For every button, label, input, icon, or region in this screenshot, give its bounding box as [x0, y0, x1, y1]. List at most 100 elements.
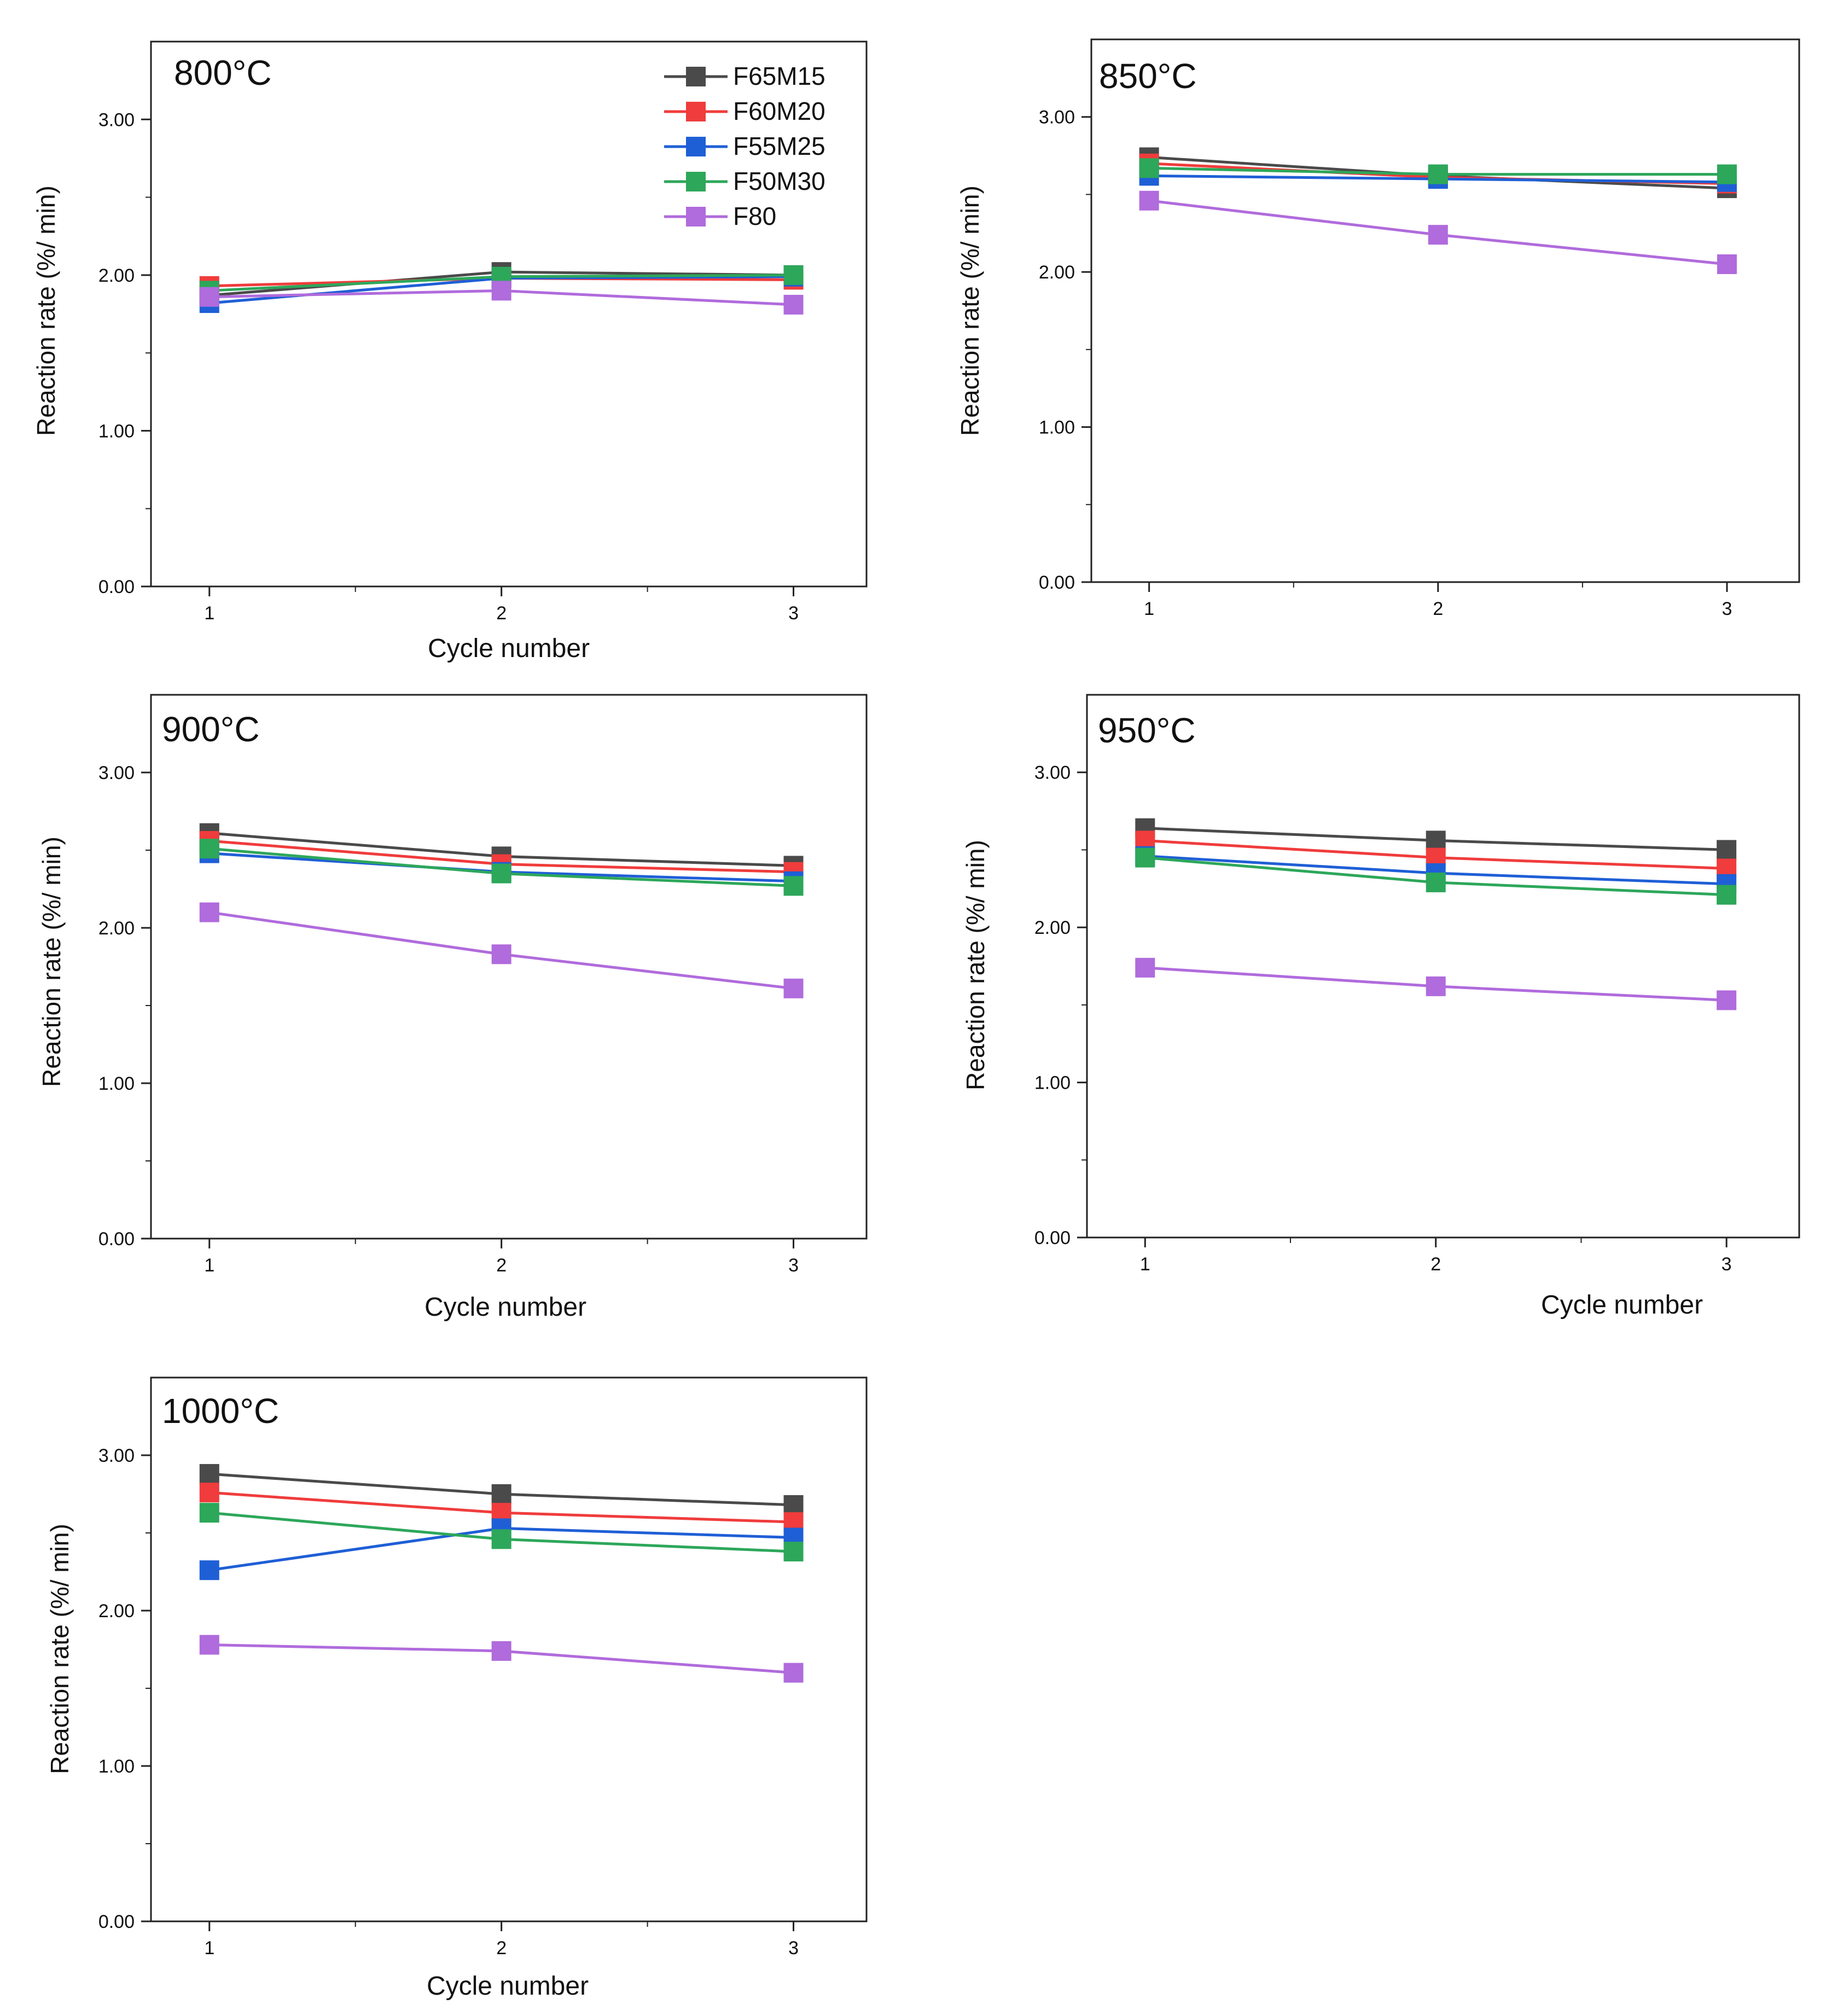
legend-label: F60M20: [733, 97, 825, 125]
y-tick-label: 1.00: [98, 421, 135, 441]
plot-frame: [150, 1376, 868, 1922]
y-tick-label: 3.00: [98, 763, 135, 783]
x-tick-label: 2: [496, 1255, 507, 1276]
x-tick-label: 3: [788, 603, 799, 624]
data-point-f80: [1717, 254, 1737, 274]
data-point-f80: [199, 287, 219, 307]
data-point-f65m15: [491, 1484, 511, 1504]
data-point-f80: [199, 1635, 219, 1655]
x-tick-label: 2: [496, 603, 507, 624]
y-tick-label: 0.00: [98, 577, 135, 597]
data-point-f80: [1135, 957, 1155, 978]
legend-item-f65m15: F65M15: [662, 61, 903, 94]
chart-panel-900c: 0.00 1.00 2.00 3.00 1 2 3 900°C Reaction rate …: [0, 673, 913, 1346]
y-tick-label: 0.00: [1034, 1228, 1071, 1248]
data-point-f65m15: [783, 1495, 804, 1515]
y-axis-label: Reaction rate (%/ min): [956, 185, 984, 436]
legend-item-f60m20: F60M20: [662, 96, 903, 129]
data-point-f80: [783, 1663, 804, 1683]
y-tick-label: 3.00: [98, 109, 135, 130]
y-axis-label: Reaction rate (%/ min): [32, 185, 60, 436]
y-tick-label: 2.00: [98, 918, 135, 939]
x-tick-label: 1: [204, 1255, 214, 1276]
plot-frame: [150, 694, 868, 1240]
panel-title: 850°C: [1099, 56, 1197, 96]
x-tick-label: 3: [788, 1255, 799, 1276]
panel-title: 900°C: [162, 710, 260, 749]
x-tick-label: 2: [1430, 1254, 1441, 1275]
legend-item-f55m25: F55M25: [662, 131, 903, 164]
chart-panel-950c: 0.00 1.00 2.00 3.00 1 2 3 950°C Reaction rate …: [913, 673, 1826, 1346]
legend-swatch: [664, 207, 728, 226]
legend-label: F55M25: [733, 132, 825, 160]
data-point-f80: [491, 1641, 511, 1661]
legend-item-f50m30: F50M30: [662, 166, 903, 199]
x-tick-label: 2: [1433, 599, 1443, 619]
legend-swatch: [664, 102, 728, 121]
data-point-f80: [1428, 225, 1448, 245]
x-tick-label: 2: [496, 1938, 507, 1959]
data-point-f50m30: [783, 1542, 804, 1562]
data-point-f80: [1139, 190, 1159, 211]
y-tick-label: 3.00: [1039, 107, 1075, 128]
x-axis-label: Cycle number: [426, 1972, 589, 2001]
chart-svg-900c: 0.00 1.00 2.00 3.00 1 2 3: [98, 694, 868, 1276]
data-point-f50m30: [1428, 164, 1448, 184]
y-axis-label: Reaction rate (%/ min): [45, 1524, 74, 1774]
plot-frame: [150, 40, 868, 588]
x-tick-label: 3: [1722, 599, 1732, 619]
y-tick-label: 0.00: [1039, 572, 1075, 593]
x-tick-label: 1: [204, 1938, 214, 1959]
chart-svg-800c: 0.00 1.00 2.00 3.00 1 2 3: [98, 40, 868, 624]
data-point-f80: [783, 978, 804, 998]
chart-panel-800c: 0.00 1.00 2.00 3.00 1 2 3 800°C Reaction rate …: [0, 0, 913, 673]
panel-title: 950°C: [1098, 711, 1196, 750]
data-point-f80: [199, 902, 219, 922]
y-tick-label: 2.00: [1039, 262, 1075, 283]
x-axis-label: Cycle number: [1540, 1291, 1703, 1320]
data-point-f50m30: [1139, 158, 1159, 178]
chart-panel-1000c: 0.00 1.00 2.00 3.00 1 2 3 1000°C Reaction rate…: [0, 1346, 913, 2016]
y-tick-label: 3.00: [1034, 763, 1071, 783]
legend-label: F50M30: [733, 167, 825, 195]
x-tick-label: 1: [1144, 599, 1154, 619]
y-tick-label: 2.00: [1034, 917, 1071, 938]
y-tick-label: 0.00: [98, 1229, 135, 1250]
chart-svg-1000c: 0.00 1.00 2.00 3.00 1 2 3: [98, 1376, 868, 1959]
data-point-f80: [783, 294, 804, 315]
data-point-f65m15: [1717, 840, 1737, 860]
data-point-f50m30: [1717, 885, 1737, 905]
chart-panel-850c: 0.00 1.00 2.00 3.00 1 2 3 850°C Reaction rate …: [913, 0, 1826, 673]
y-tick-label: 1.00: [1034, 1073, 1071, 1094]
data-point-f50m30: [199, 1503, 219, 1523]
data-point-f50m30: [1426, 872, 1446, 892]
data-point-f65m15: [1426, 830, 1446, 851]
data-point-f80: [491, 944, 511, 965]
chart-svg-950c: 0.00 1.00 2.00 3.00 1 2 3: [1034, 694, 1800, 1275]
chart-svg-850c: 0.00 1.00 2.00 3.00 1 2 3: [1039, 38, 1800, 619]
data-point-f55m25: [199, 1560, 219, 1581]
y-tick-label: 3.00: [98, 1445, 135, 1466]
y-tick-label: 1.00: [98, 1073, 135, 1094]
y-tick-label: 2.00: [98, 265, 135, 286]
legend: F65M15 F60M20 F55M25 F50M30 F80: [662, 61, 903, 236]
legend-item-f80: F80: [662, 201, 903, 234]
panel-title: 800°C: [174, 53, 272, 92]
data-point-f60m20: [199, 1483, 219, 1503]
y-axis-label: Reaction rate (%/ min): [37, 836, 66, 1087]
panel-title: 1000°C: [162, 1391, 280, 1431]
legend-swatch: [664, 137, 728, 156]
data-point-f80: [1426, 976, 1446, 996]
data-point-f50m30: [491, 1529, 511, 1549]
legend-label: F65M15: [733, 62, 825, 90]
data-point-f50m30: [1717, 164, 1737, 184]
data-point-f50m30: [1135, 847, 1155, 868]
x-axis-label: Cycle number: [424, 1293, 587, 1322]
y-tick-label: 0.00: [98, 1912, 135, 1932]
y-axis-label: Reaction rate (%/ min): [961, 840, 990, 1090]
y-tick-label: 1.00: [1039, 417, 1075, 438]
y-tick-label: 1.00: [98, 1756, 135, 1777]
x-tick-label: 3: [788, 1938, 799, 1959]
x-tick-label: 1: [1140, 1254, 1150, 1275]
legend-label: F80: [733, 202, 777, 230]
